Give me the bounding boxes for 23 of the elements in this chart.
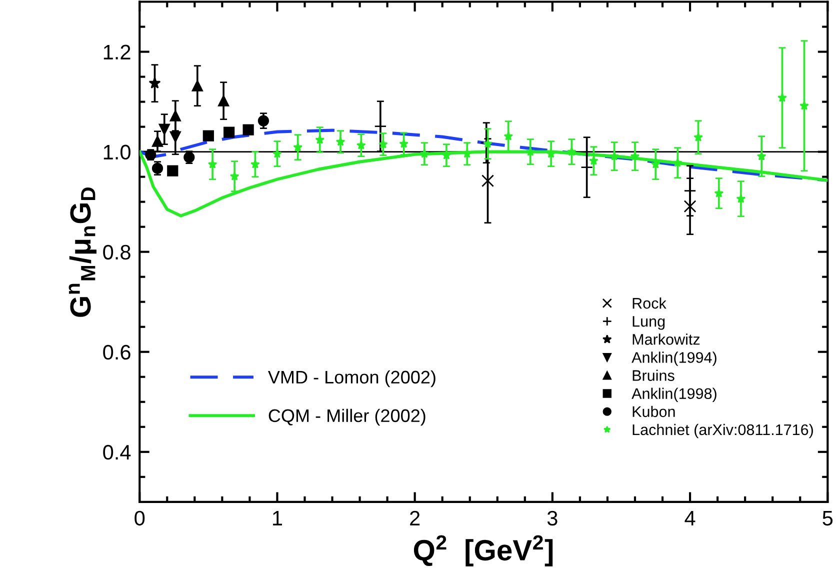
legend-label: VMD - Lomon (2002) — [268, 370, 436, 388]
y-tick-label: 1.2 — [104, 44, 130, 60]
legend-label: Markowitz — [632, 334, 700, 345]
y-axis-title: G$^{n}$$_{M}$/μ$_{n}$G$_{D}$ — [68, 188, 96, 317]
x-tick-label: 5 — [822, 511, 833, 526]
y-tick-label: 1.0 — [104, 144, 130, 160]
legend-label: Bruins — [632, 370, 674, 381]
legend-label: Anklin(1998) — [632, 388, 716, 402]
x-tick-label: 1 — [273, 511, 282, 526]
x-tick-label: 4 — [684, 511, 696, 526]
legend-label: CQM - Miller (2002) — [268, 408, 426, 426]
y-tick-label: 0.8 — [103, 244, 130, 260]
legend-label: Kubon — [632, 406, 675, 418]
legend-label: Rock — [632, 297, 666, 309]
y-tick-label: 0.6 — [103, 344, 130, 360]
legend-label: Anklin(1994) — [632, 352, 716, 366]
x-tick-label: 0 — [134, 510, 145, 526]
x-tick-label: 2 — [410, 510, 420, 526]
legend-label: Lung — [632, 316, 665, 330]
legend-label: Lachniet (arXiv:0811.1716) — [632, 424, 813, 438]
x-axis-title: Q$^{2}$ [GeV$^{2}$] — [414, 535, 553, 566]
y-tick-label: 0.4 — [103, 444, 131, 460]
x-tick-label: 3 — [547, 510, 558, 526]
